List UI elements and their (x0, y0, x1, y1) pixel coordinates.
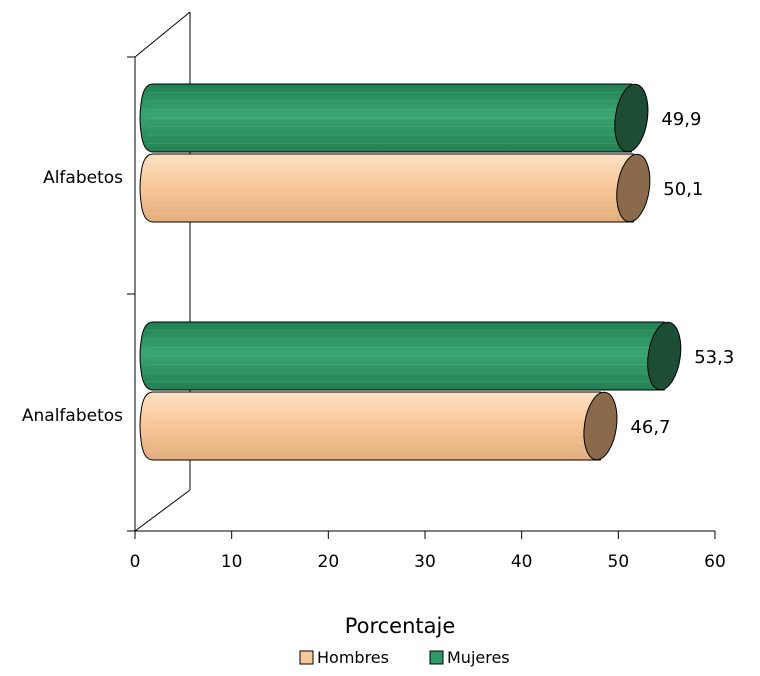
bar-hombres-alfabetos (139, 153, 651, 223)
bar-mujeres-alfabetos (139, 83, 649, 153)
bar-body (139, 153, 634, 223)
data-label: 46,7 (630, 417, 670, 438)
category-label: Analfabetos (22, 406, 123, 426)
legend-item-hombres: Hombres (299, 648, 389, 667)
bar-end-cap (647, 321, 682, 391)
legend-label: Mujeres (447, 648, 510, 667)
x-tick-label: 60 (704, 552, 726, 572)
bar-end-cap (614, 83, 649, 153)
legend-swatch (299, 650, 314, 665)
x-axis: 0 10 20 30 40 50 60 (130, 530, 726, 572)
data-label: 53,3 (694, 347, 734, 368)
bar-body (139, 391, 601, 461)
bar-hombres-analfabetos (139, 391, 618, 461)
bar-mujeres-analfabetos (139, 321, 682, 391)
x-tick-label: 10 (221, 552, 243, 572)
category-label: Alfabetos (43, 168, 123, 188)
x-tick-label: 30 (414, 552, 436, 572)
back-wall-top-edge (134, 11, 191, 58)
legend-swatch (429, 650, 444, 665)
data-label: 49,9 (661, 109, 701, 130)
x-tick-label: 50 (608, 552, 630, 572)
legend-item-mujeres: Mujeres (429, 648, 510, 667)
x-tick-label: 0 (130, 552, 141, 572)
legend-label: Hombres (317, 648, 389, 667)
bar-end-cap (583, 391, 618, 461)
back-wall-bottom-edge (134, 489, 191, 532)
bar-end-cap (616, 153, 651, 223)
data-label: 50,1 (663, 179, 703, 200)
x-tick-label: 40 (511, 552, 533, 572)
category-axis (127, 56, 136, 532)
bar-body (139, 321, 665, 391)
x-axis-title: Porcentaje (345, 614, 456, 638)
legend: Hombres Mujeres (299, 648, 510, 667)
category-labels: Alfabetos Analfabetos (22, 168, 123, 426)
data-labels: 49,9 50,1 53,3 46,7 (630, 109, 734, 438)
bar-body (139, 83, 632, 153)
bars (139, 83, 682, 461)
x-tick-label: 20 (318, 552, 340, 572)
